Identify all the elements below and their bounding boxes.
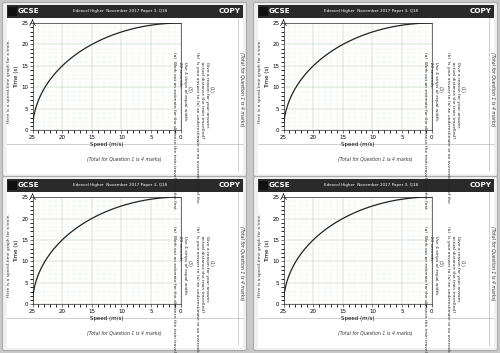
Text: actual distance the train travelled?: actual distance the train travelled? — [452, 52, 456, 138]
Text: GCSE: GCSE — [18, 8, 40, 14]
Text: COPY: COPY — [219, 8, 241, 14]
Text: (1): (1) — [460, 86, 465, 93]
Text: Use 4 strips of equal width.: Use 4 strips of equal width. — [184, 52, 188, 121]
Y-axis label: Time (s): Time (s) — [264, 66, 270, 88]
Text: 20 seconds.: 20 seconds. — [430, 52, 434, 88]
Text: Use 4 strips of equal width.: Use 4 strips of equal width. — [434, 226, 438, 295]
Text: GCSE: GCSE — [18, 183, 40, 189]
Text: Edexcel Higher  November 2017 Paper 3, Q18: Edexcel Higher November 2017 Paper 3, Q1… — [72, 10, 167, 13]
Text: (a)  Work out an estimate for the distance the train travelled in the first: (a) Work out an estimate for the distanc… — [172, 52, 176, 209]
Text: (Total for Question 1 is 4 marks): (Total for Question 1 is 4 marks) — [490, 226, 495, 301]
Text: GCSE: GCSE — [269, 8, 290, 14]
Text: (3): (3) — [187, 260, 192, 267]
Text: Here is a speed-time graph for a train.: Here is a speed-time graph for a train. — [258, 39, 262, 123]
Text: actual distance the train travelled?: actual distance the train travelled? — [200, 226, 204, 312]
X-axis label: Speed (m/s): Speed (m/s) — [341, 316, 374, 321]
Text: Give a reason for your answer.: Give a reason for your answer. — [206, 226, 210, 302]
Text: Here is a speed-time graph for a train.: Here is a speed-time graph for a train. — [258, 213, 262, 297]
Text: (1): (1) — [209, 260, 214, 267]
Text: (Total for Question 1 is 4 marks): (Total for Question 1 is 4 marks) — [239, 52, 244, 127]
Text: 20 seconds.: 20 seconds. — [178, 226, 182, 262]
Text: (Total for Question 1 is 4 marks): (Total for Question 1 is 4 marks) — [88, 331, 162, 336]
Text: (b)  Is your answer to (a) an underestimate or an overestimate of the: (b) Is your answer to (a) an underestima… — [446, 52, 450, 203]
Text: Use 4 strips of equal width.: Use 4 strips of equal width. — [434, 52, 438, 121]
Text: Give a reason for your answer.: Give a reason for your answer. — [206, 52, 210, 128]
Text: (a)  Work out an estimate for the distance the train travelled in the first: (a) Work out an estimate for the distanc… — [172, 226, 176, 353]
X-axis label: Speed (m/s): Speed (m/s) — [90, 316, 124, 321]
Text: actual distance the train travelled?: actual distance the train travelled? — [452, 226, 456, 312]
Text: (3): (3) — [187, 86, 192, 93]
Text: Edexcel Higher  November 2017 Paper 3, Q18: Edexcel Higher November 2017 Paper 3, Q1… — [72, 184, 167, 187]
Text: Edexcel Higher  November 2017 Paper 3, Q18: Edexcel Higher November 2017 Paper 3, Q1… — [324, 184, 418, 187]
Text: COPY: COPY — [470, 8, 492, 14]
Text: (b)  Is your answer to (a) an underestimate or an overestimate of the: (b) Is your answer to (a) an underestima… — [446, 226, 450, 353]
Text: (Total for Question 1 is 4 marks): (Total for Question 1 is 4 marks) — [338, 331, 413, 336]
Text: Use 4 strips of equal width.: Use 4 strips of equal width. — [184, 226, 188, 295]
Text: (Total for Question 1 is 4 marks): (Total for Question 1 is 4 marks) — [338, 157, 413, 162]
Text: Here is a speed-time graph for a train.: Here is a speed-time graph for a train. — [7, 213, 11, 297]
Text: actual distance the train travelled?: actual distance the train travelled? — [200, 52, 204, 138]
X-axis label: Speed (m/s): Speed (m/s) — [341, 142, 374, 147]
Text: (1): (1) — [209, 86, 214, 93]
Text: COPY: COPY — [219, 183, 241, 189]
X-axis label: Speed (m/s): Speed (m/s) — [90, 142, 124, 147]
Text: Edexcel Higher  November 2017 Paper 3, Q18: Edexcel Higher November 2017 Paper 3, Q1… — [324, 10, 418, 13]
Text: Give a reason for your answer.: Give a reason for your answer. — [456, 226, 460, 302]
Text: (3): (3) — [438, 86, 443, 93]
Text: (Total for Question 1 is 4 marks): (Total for Question 1 is 4 marks) — [490, 52, 495, 127]
Text: Give a reason for your answer.: Give a reason for your answer. — [456, 52, 460, 128]
Y-axis label: Time (s): Time (s) — [14, 66, 18, 88]
Text: GCSE: GCSE — [269, 183, 290, 189]
Y-axis label: Time (s): Time (s) — [264, 240, 270, 262]
Text: (Total for Question 1 is 4 marks): (Total for Question 1 is 4 marks) — [239, 226, 244, 301]
Text: (b)  Is your answer to (a) an underestimate or an overestimate of the: (b) Is your answer to (a) an underestima… — [196, 226, 200, 353]
Text: (a)  Work out an estimate for the distance the train travelled in the first: (a) Work out an estimate for the distanc… — [424, 52, 428, 209]
Text: (1): (1) — [460, 260, 465, 267]
Text: COPY: COPY — [470, 183, 492, 189]
Y-axis label: Time (s): Time (s) — [14, 240, 18, 262]
Text: (3): (3) — [438, 260, 443, 267]
Text: (a)  Work out an estimate for the distance the train travelled in the first: (a) Work out an estimate for the distanc… — [424, 226, 428, 353]
Text: (b)  Is your answer to (a) an underestimate or an overestimate of the: (b) Is your answer to (a) an underestima… — [196, 52, 200, 203]
Text: 20 seconds.: 20 seconds. — [178, 52, 182, 88]
Text: (Total for Question 1 is 4 marks): (Total for Question 1 is 4 marks) — [88, 157, 162, 162]
Text: 20 seconds.: 20 seconds. — [430, 226, 434, 262]
Text: Here is a speed-time graph for a train.: Here is a speed-time graph for a train. — [7, 39, 11, 123]
